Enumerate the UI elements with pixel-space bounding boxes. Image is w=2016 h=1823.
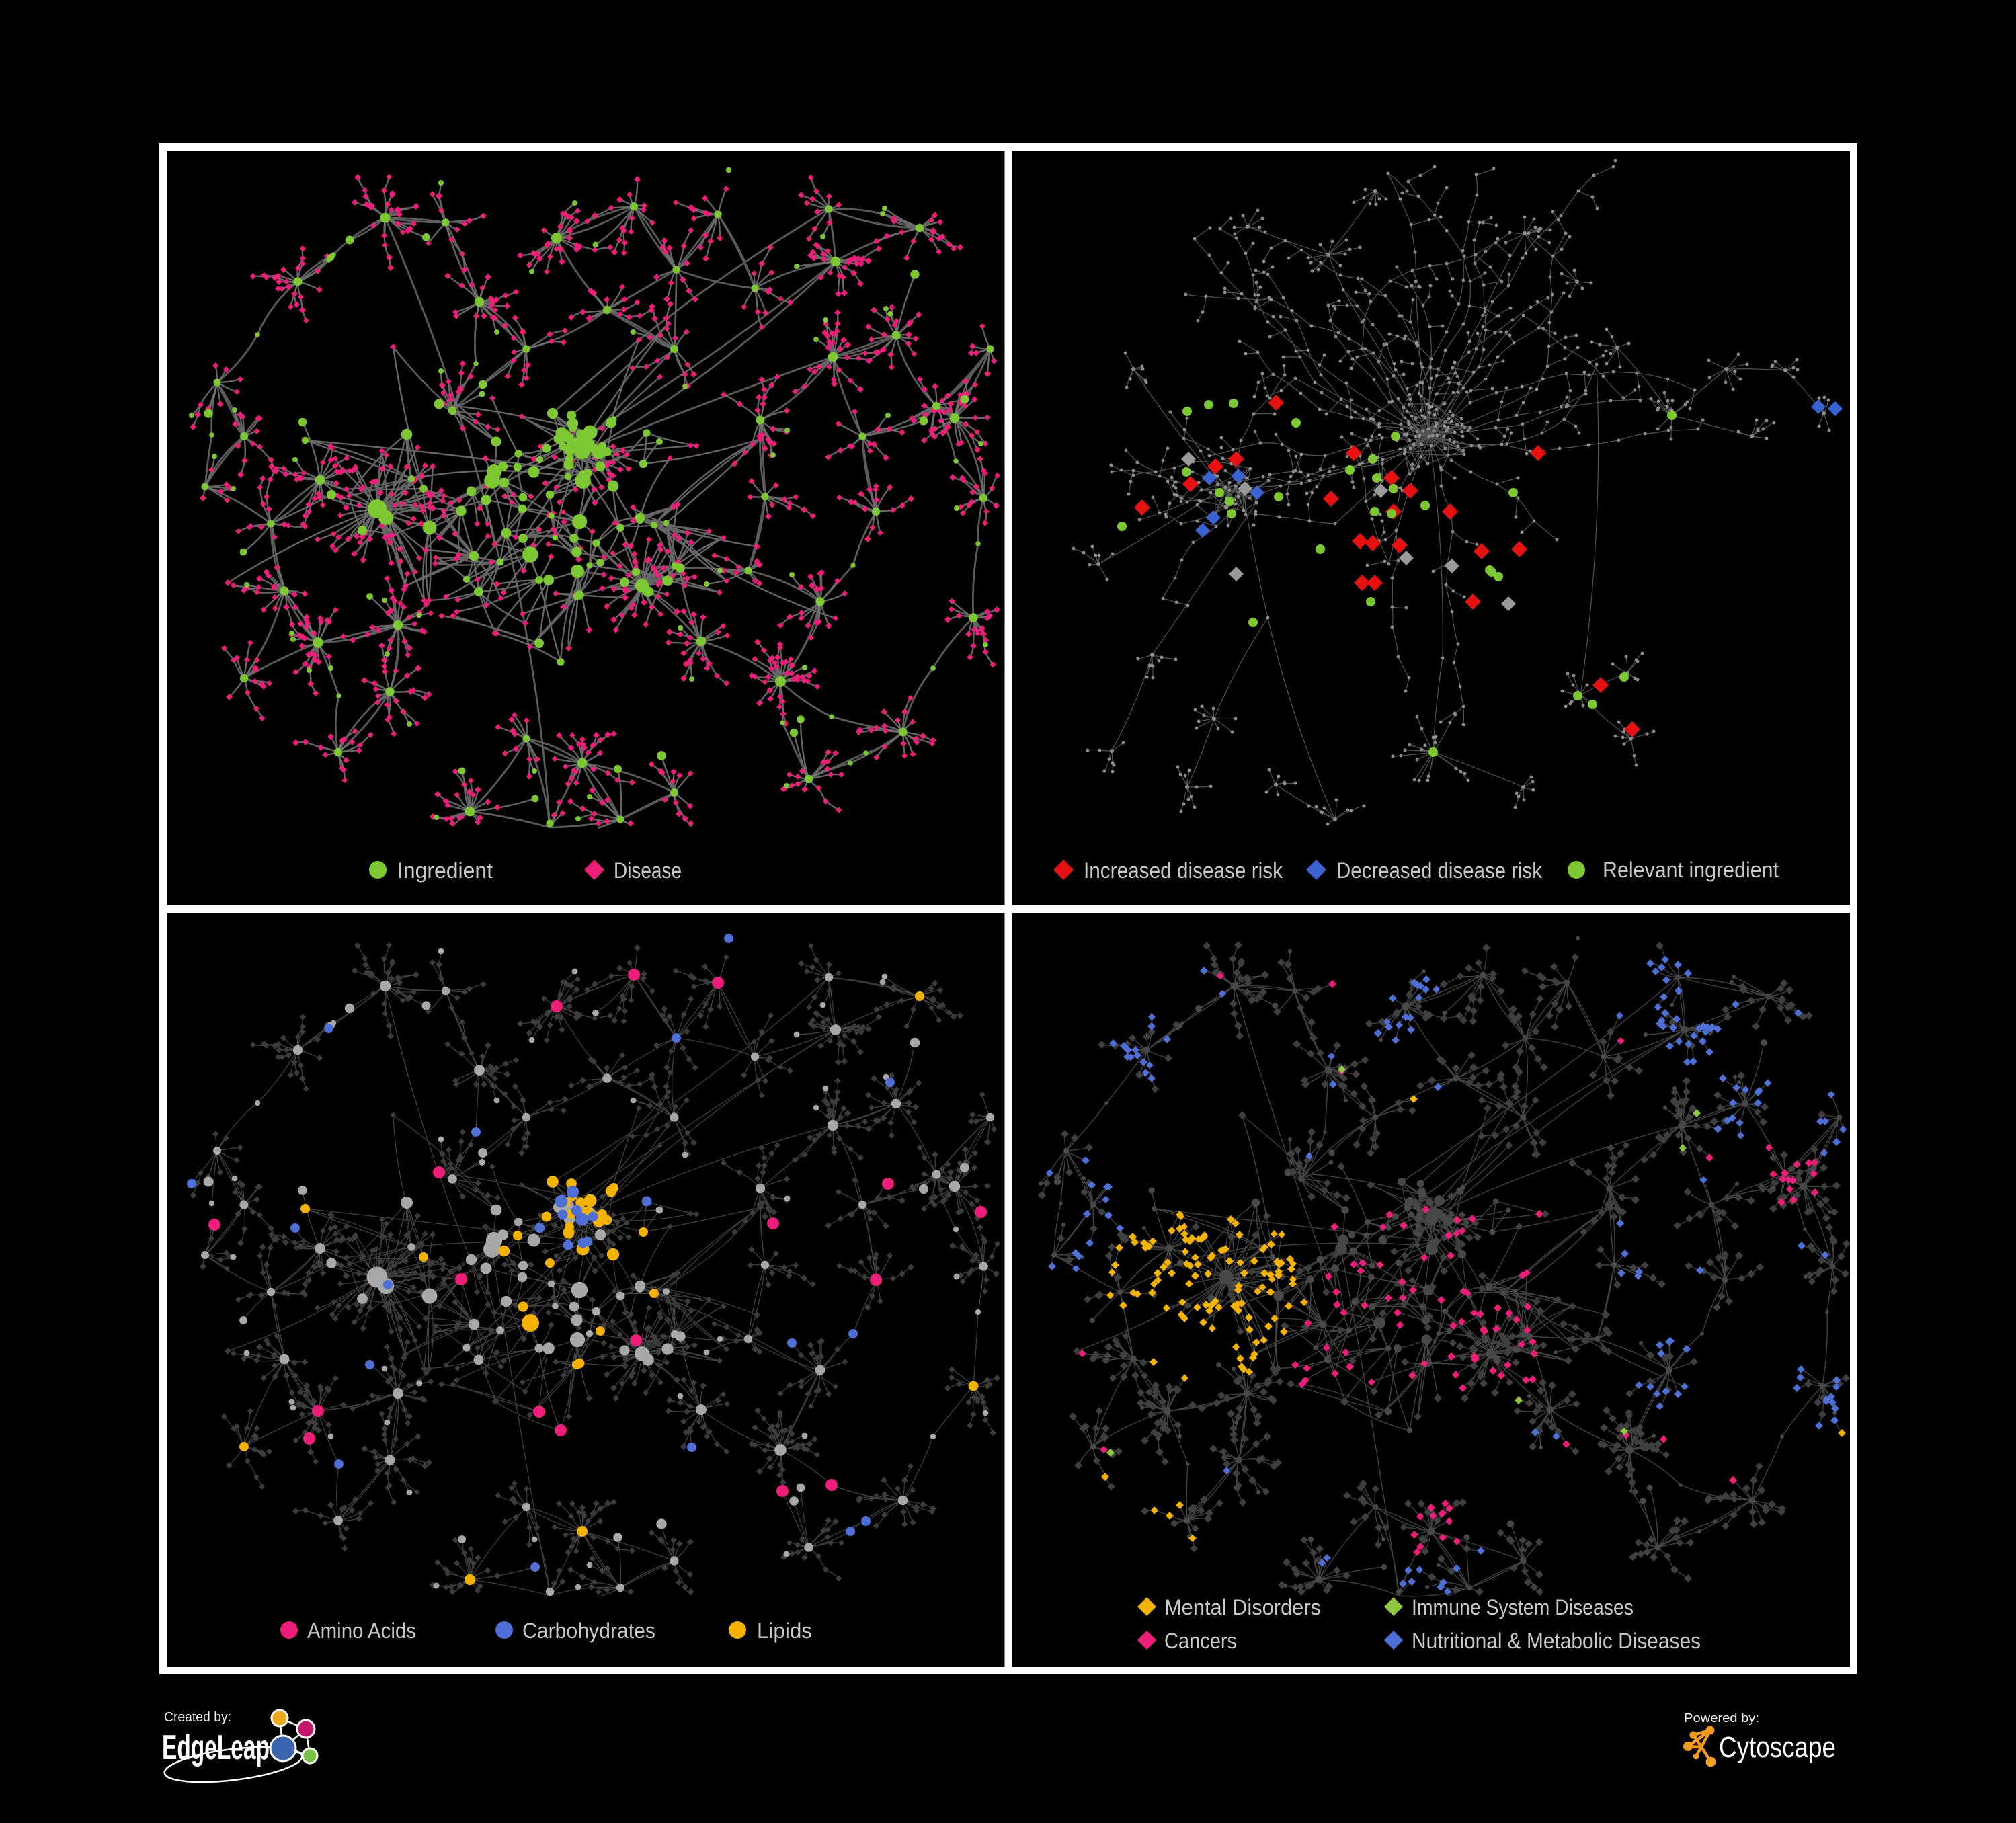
svg-text:Amino Acids: Amino Acids	[307, 1619, 416, 1643]
svg-text:Relevant ingredient: Relevant ingredient	[1603, 858, 1779, 882]
svg-text:Carbohydrates: Carbohydrates	[522, 1619, 655, 1643]
svg-text:Powered by:: Powered by:	[1684, 1711, 1759, 1725]
svg-text:Created by:: Created by:	[164, 1710, 231, 1725]
svg-text:Cancers: Cancers	[1164, 1629, 1237, 1653]
svg-text:Disease: Disease	[614, 858, 682, 883]
svg-text:Ingredient: Ingredient	[397, 858, 493, 883]
svg-text:Increased disease risk: Increased disease risk	[1084, 858, 1283, 883]
svg-text:Lipids: Lipids	[757, 1619, 812, 1643]
svg-text:Cytoscape: Cytoscape	[1719, 1731, 1836, 1764]
svg-text:Immune System Diseases: Immune System Diseases	[1412, 1595, 1634, 1619]
svg-text:Mental Disorders: Mental Disorders	[1164, 1595, 1321, 1619]
svg-text:Decreased disease risk: Decreased disease risk	[1336, 858, 1543, 883]
svg-text:Nutritional & Metabolic Diseas: Nutritional & Metabolic Diseases	[1412, 1629, 1701, 1653]
